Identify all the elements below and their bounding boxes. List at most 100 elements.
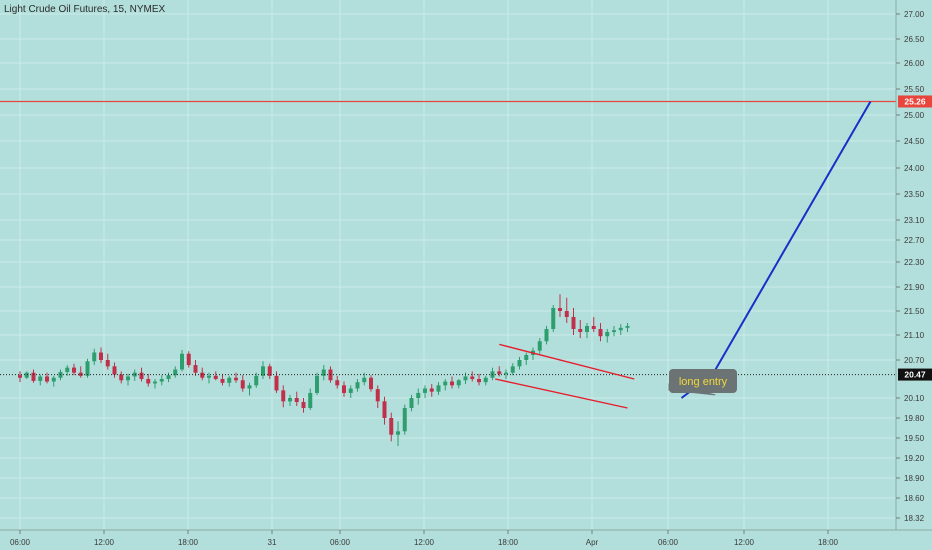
- candle-body: [504, 372, 508, 374]
- candle-body: [335, 380, 340, 386]
- candle-body: [355, 382, 360, 389]
- candle-body: [51, 377, 56, 382]
- candle-body: [72, 367, 76, 373]
- candle-body: [288, 398, 292, 402]
- price-tick-label: 27.00: [904, 10, 925, 19]
- candle-body: [186, 353, 191, 366]
- candle-body: [483, 377, 488, 383]
- price-tick-label: 18.32: [904, 514, 925, 523]
- candle-body: [598, 329, 603, 337]
- candle-body: [443, 381, 448, 386]
- candle-body: [436, 385, 441, 392]
- resistance-price-tag-label: 25.26: [904, 96, 926, 106]
- candle-body: [166, 375, 171, 379]
- candle-body: [429, 388, 434, 392]
- candle-body: [126, 376, 130, 381]
- price-tick-label: 23.10: [904, 216, 925, 225]
- candle-body: [524, 355, 529, 360]
- chart-grid: [0, 0, 896, 530]
- candle-body: [261, 366, 265, 376]
- price-tick-label: 26.50: [904, 35, 925, 44]
- candle-body: [213, 375, 218, 379]
- candle-body: [463, 376, 468, 381]
- candle-body: [207, 375, 211, 378]
- candle-body: [146, 379, 151, 384]
- price-tick-label: 26.00: [904, 59, 925, 68]
- candle-body: [274, 375, 279, 391]
- time-tick-label: 12:00: [94, 538, 115, 547]
- candle-body: [605, 332, 610, 337]
- candle-body: [321, 369, 326, 376]
- candle-body: [267, 366, 272, 376]
- candle-body: [315, 375, 319, 393]
- resistance-price-tag: [898, 95, 932, 108]
- candle-body: [477, 379, 481, 383]
- chart-title: Light Crude Oil Futures, 15, NYMEX: [4, 4, 166, 15]
- candle-body: [409, 398, 414, 408]
- candle-body: [247, 385, 252, 389]
- candle-body: [497, 371, 502, 374]
- candle-body: [564, 311, 569, 317]
- candle-body: [571, 317, 576, 329]
- candle-body: [558, 308, 562, 311]
- candle-body: [180, 353, 184, 370]
- current-price-tag-label: 20.47: [904, 370, 926, 380]
- candle-body: [112, 366, 117, 375]
- candle-body: [450, 381, 454, 386]
- candle-body: [612, 330, 616, 332]
- candle-body: [119, 374, 124, 381]
- price-tick-label: 25.00: [904, 111, 925, 120]
- time-axis[interactable]: 06:00 12:00 18:00 31 06:00 12:00 18:00 Apr 06:00…: [0, 529, 932, 547]
- callout-label: long entry: [679, 376, 728, 388]
- candle-body: [423, 388, 427, 393]
- candle-body: [85, 361, 90, 376]
- candle-body: [396, 431, 400, 435]
- candle-body: [281, 390, 286, 402]
- candle-body: [625, 326, 630, 328]
- price-axis[interactable]: 27.00 26.50 26.00 25.50 25.00 24.50 24.00 23.50…: [895, 0, 932, 530]
- channel-lower-line: [495, 378, 628, 409]
- price-tick-label: 22.70: [904, 236, 925, 245]
- candlestick-series: [18, 294, 630, 446]
- candle-body: [416, 392, 421, 398]
- drawing-overlays: long entry: [0, 100, 896, 409]
- candle-body: [78, 372, 83, 376]
- candle-body: [591, 326, 596, 329]
- candle-body: [517, 360, 522, 367]
- price-tick-label: 25.50: [904, 85, 925, 94]
- time-tick-label: 12:00: [734, 538, 755, 547]
- candle-body: [220, 379, 225, 383]
- candle-body: [389, 418, 394, 435]
- candle-body: [24, 372, 29, 378]
- candle-body: [234, 377, 238, 381]
- price-tick-label: 19.20: [904, 454, 925, 463]
- price-tick-label: 21.10: [904, 331, 925, 340]
- time-tick-label: Apr: [586, 538, 599, 547]
- candle-body: [301, 402, 306, 408]
- channel-upper-line: [499, 343, 635, 380]
- candle-body: [193, 365, 198, 373]
- candle-body: [227, 377, 232, 383]
- projection-path: [680, 100, 872, 399]
- candle-body: [585, 326, 589, 332]
- candle-body: [99, 352, 103, 360]
- long-entry-callout: long entry: [668, 369, 737, 396]
- candle-body: [132, 372, 137, 377]
- time-tick-label: 06:00: [330, 538, 351, 547]
- candle-body: [578, 329, 583, 332]
- candle-body: [240, 380, 245, 389]
- time-tick-label: 06:00: [10, 538, 31, 547]
- candle-body: [45, 376, 49, 382]
- price-tick-label: 18.60: [904, 494, 925, 503]
- candle-body: [382, 401, 387, 418]
- candle-body: [200, 372, 205, 378]
- candle-body: [173, 369, 178, 376]
- price-tick-label: 18.90: [904, 474, 925, 483]
- candle-body: [402, 408, 407, 432]
- time-tick-label: 18:00: [178, 538, 199, 547]
- candle-body: [362, 377, 367, 383]
- price-tick-label: 22.30: [904, 258, 925, 267]
- time-tick-label: 06:00: [658, 538, 679, 547]
- candle-body: [18, 375, 22, 378]
